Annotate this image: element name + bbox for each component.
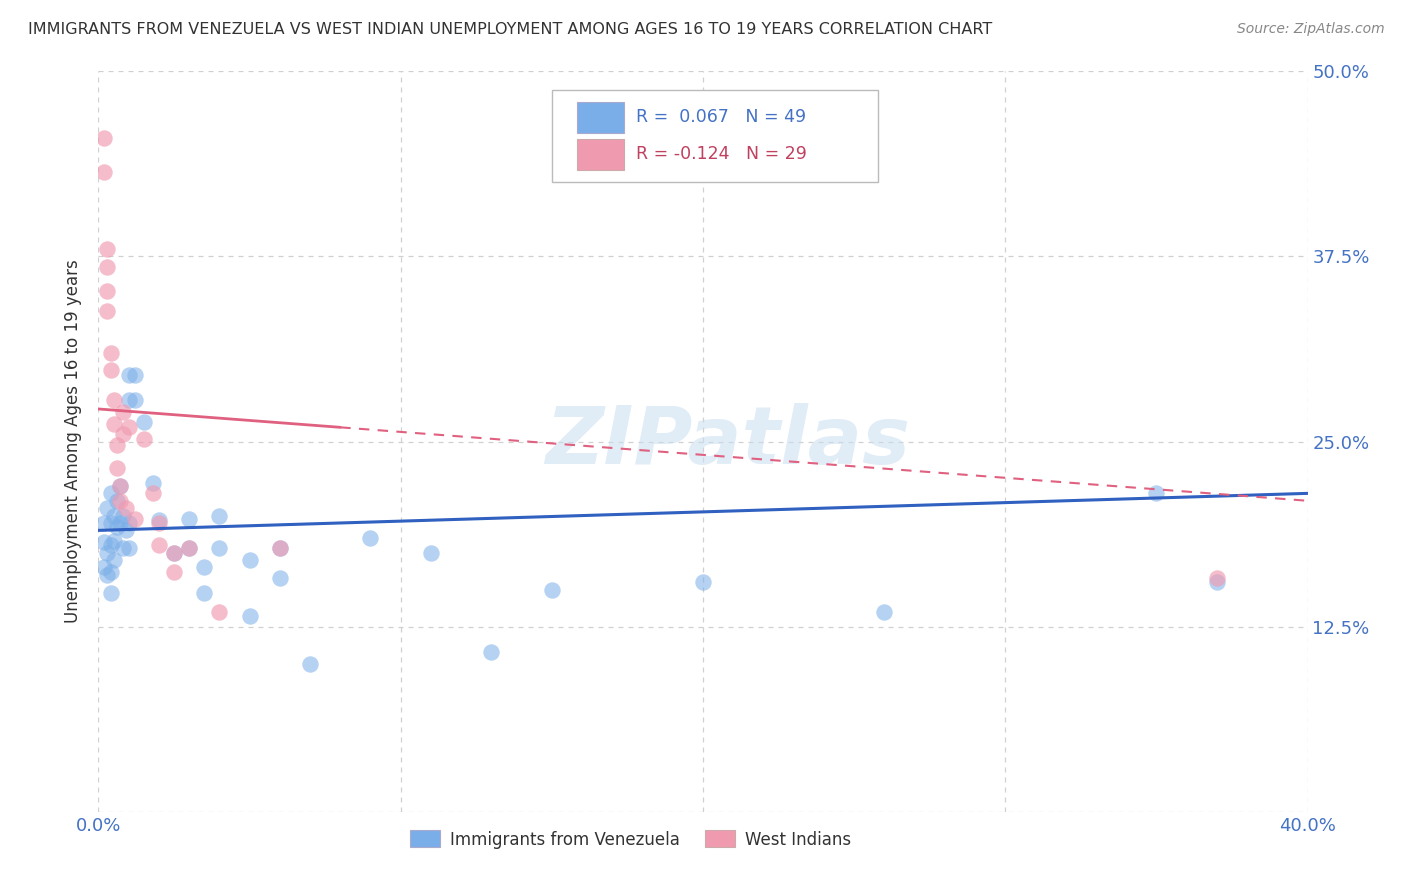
Point <box>108 479 131 493</box>
Point <box>100 345 122 359</box>
Point <box>148 516 170 530</box>
Legend: Immigrants from Venezuela, West Indians: Immigrants from Venezuela, West Indians <box>404 823 858 855</box>
Point <box>103 533 125 548</box>
Point <box>103 508 125 523</box>
Point <box>208 541 231 556</box>
Point <box>93 560 115 574</box>
Text: Source: ZipAtlas.com: Source: ZipAtlas.com <box>1237 22 1385 37</box>
Point <box>163 565 186 579</box>
Point <box>163 546 186 560</box>
Point <box>124 393 146 408</box>
Text: R = -0.124   N = 29: R = -0.124 N = 29 <box>637 145 807 163</box>
Point <box>100 363 122 377</box>
Point <box>299 657 322 671</box>
Point <box>142 475 165 490</box>
Point <box>481 645 503 659</box>
Point <box>1144 486 1167 500</box>
Point <box>111 508 134 523</box>
Point <box>269 541 291 556</box>
Point <box>118 516 141 530</box>
Point <box>111 427 134 442</box>
Point <box>193 585 215 599</box>
Point <box>96 567 118 582</box>
Point <box>179 541 201 556</box>
Text: R =  0.067   N = 49: R = 0.067 N = 49 <box>637 108 807 127</box>
Point <box>108 493 131 508</box>
Point <box>93 131 115 145</box>
Point <box>420 546 443 560</box>
Point <box>105 493 128 508</box>
Point <box>100 516 122 530</box>
Point <box>193 560 215 574</box>
Point <box>118 419 141 434</box>
Point <box>124 368 146 382</box>
Point <box>118 393 141 408</box>
Point <box>100 486 122 500</box>
Point <box>96 242 118 256</box>
Point <box>100 585 122 599</box>
Point <box>93 535 115 549</box>
Point <box>208 508 231 523</box>
Point <box>111 541 134 556</box>
Point <box>100 538 122 552</box>
Text: IMMIGRANTS FROM VENEZUELA VS WEST INDIAN UNEMPLOYMENT AMONG AGES 16 TO 19 YEARS : IMMIGRANTS FROM VENEZUELA VS WEST INDIAN… <box>28 22 993 37</box>
Point <box>111 405 134 419</box>
Point <box>179 511 201 525</box>
Point <box>124 511 146 525</box>
Point <box>1206 575 1229 590</box>
Point <box>208 605 231 619</box>
Point <box>142 486 165 500</box>
Point <box>100 565 122 579</box>
Point <box>108 479 131 493</box>
Point <box>269 541 291 556</box>
Point <box>148 538 170 552</box>
Point <box>540 582 562 597</box>
Point <box>105 520 128 534</box>
Point <box>148 513 170 527</box>
Point <box>105 437 128 451</box>
FancyBboxPatch shape <box>578 139 624 169</box>
Point <box>103 417 125 431</box>
Point <box>96 546 118 560</box>
FancyBboxPatch shape <box>578 102 624 133</box>
Point <box>96 304 118 318</box>
Point <box>132 432 155 446</box>
Point <box>118 368 141 382</box>
FancyBboxPatch shape <box>551 90 879 183</box>
Point <box>93 516 115 530</box>
Text: ZIPatlas: ZIPatlas <box>544 402 910 481</box>
Point <box>103 553 125 567</box>
Y-axis label: Unemployment Among Ages 16 to 19 years: Unemployment Among Ages 16 to 19 years <box>65 260 83 624</box>
Point <box>96 284 118 298</box>
Point <box>96 501 118 516</box>
Point <box>360 531 382 545</box>
Point <box>163 546 186 560</box>
Point <box>1206 571 1229 585</box>
Point <box>239 553 262 567</box>
Point <box>132 415 155 429</box>
Point <box>114 524 136 538</box>
Point <box>93 165 115 179</box>
Point <box>239 609 262 624</box>
Point <box>108 516 131 530</box>
Point <box>96 260 118 274</box>
Point <box>692 575 714 590</box>
Point <box>269 571 291 585</box>
Point <box>114 501 136 516</box>
Point <box>179 541 201 556</box>
Point <box>873 605 896 619</box>
Point <box>118 541 141 556</box>
Point <box>105 461 128 475</box>
Point <box>103 393 125 408</box>
